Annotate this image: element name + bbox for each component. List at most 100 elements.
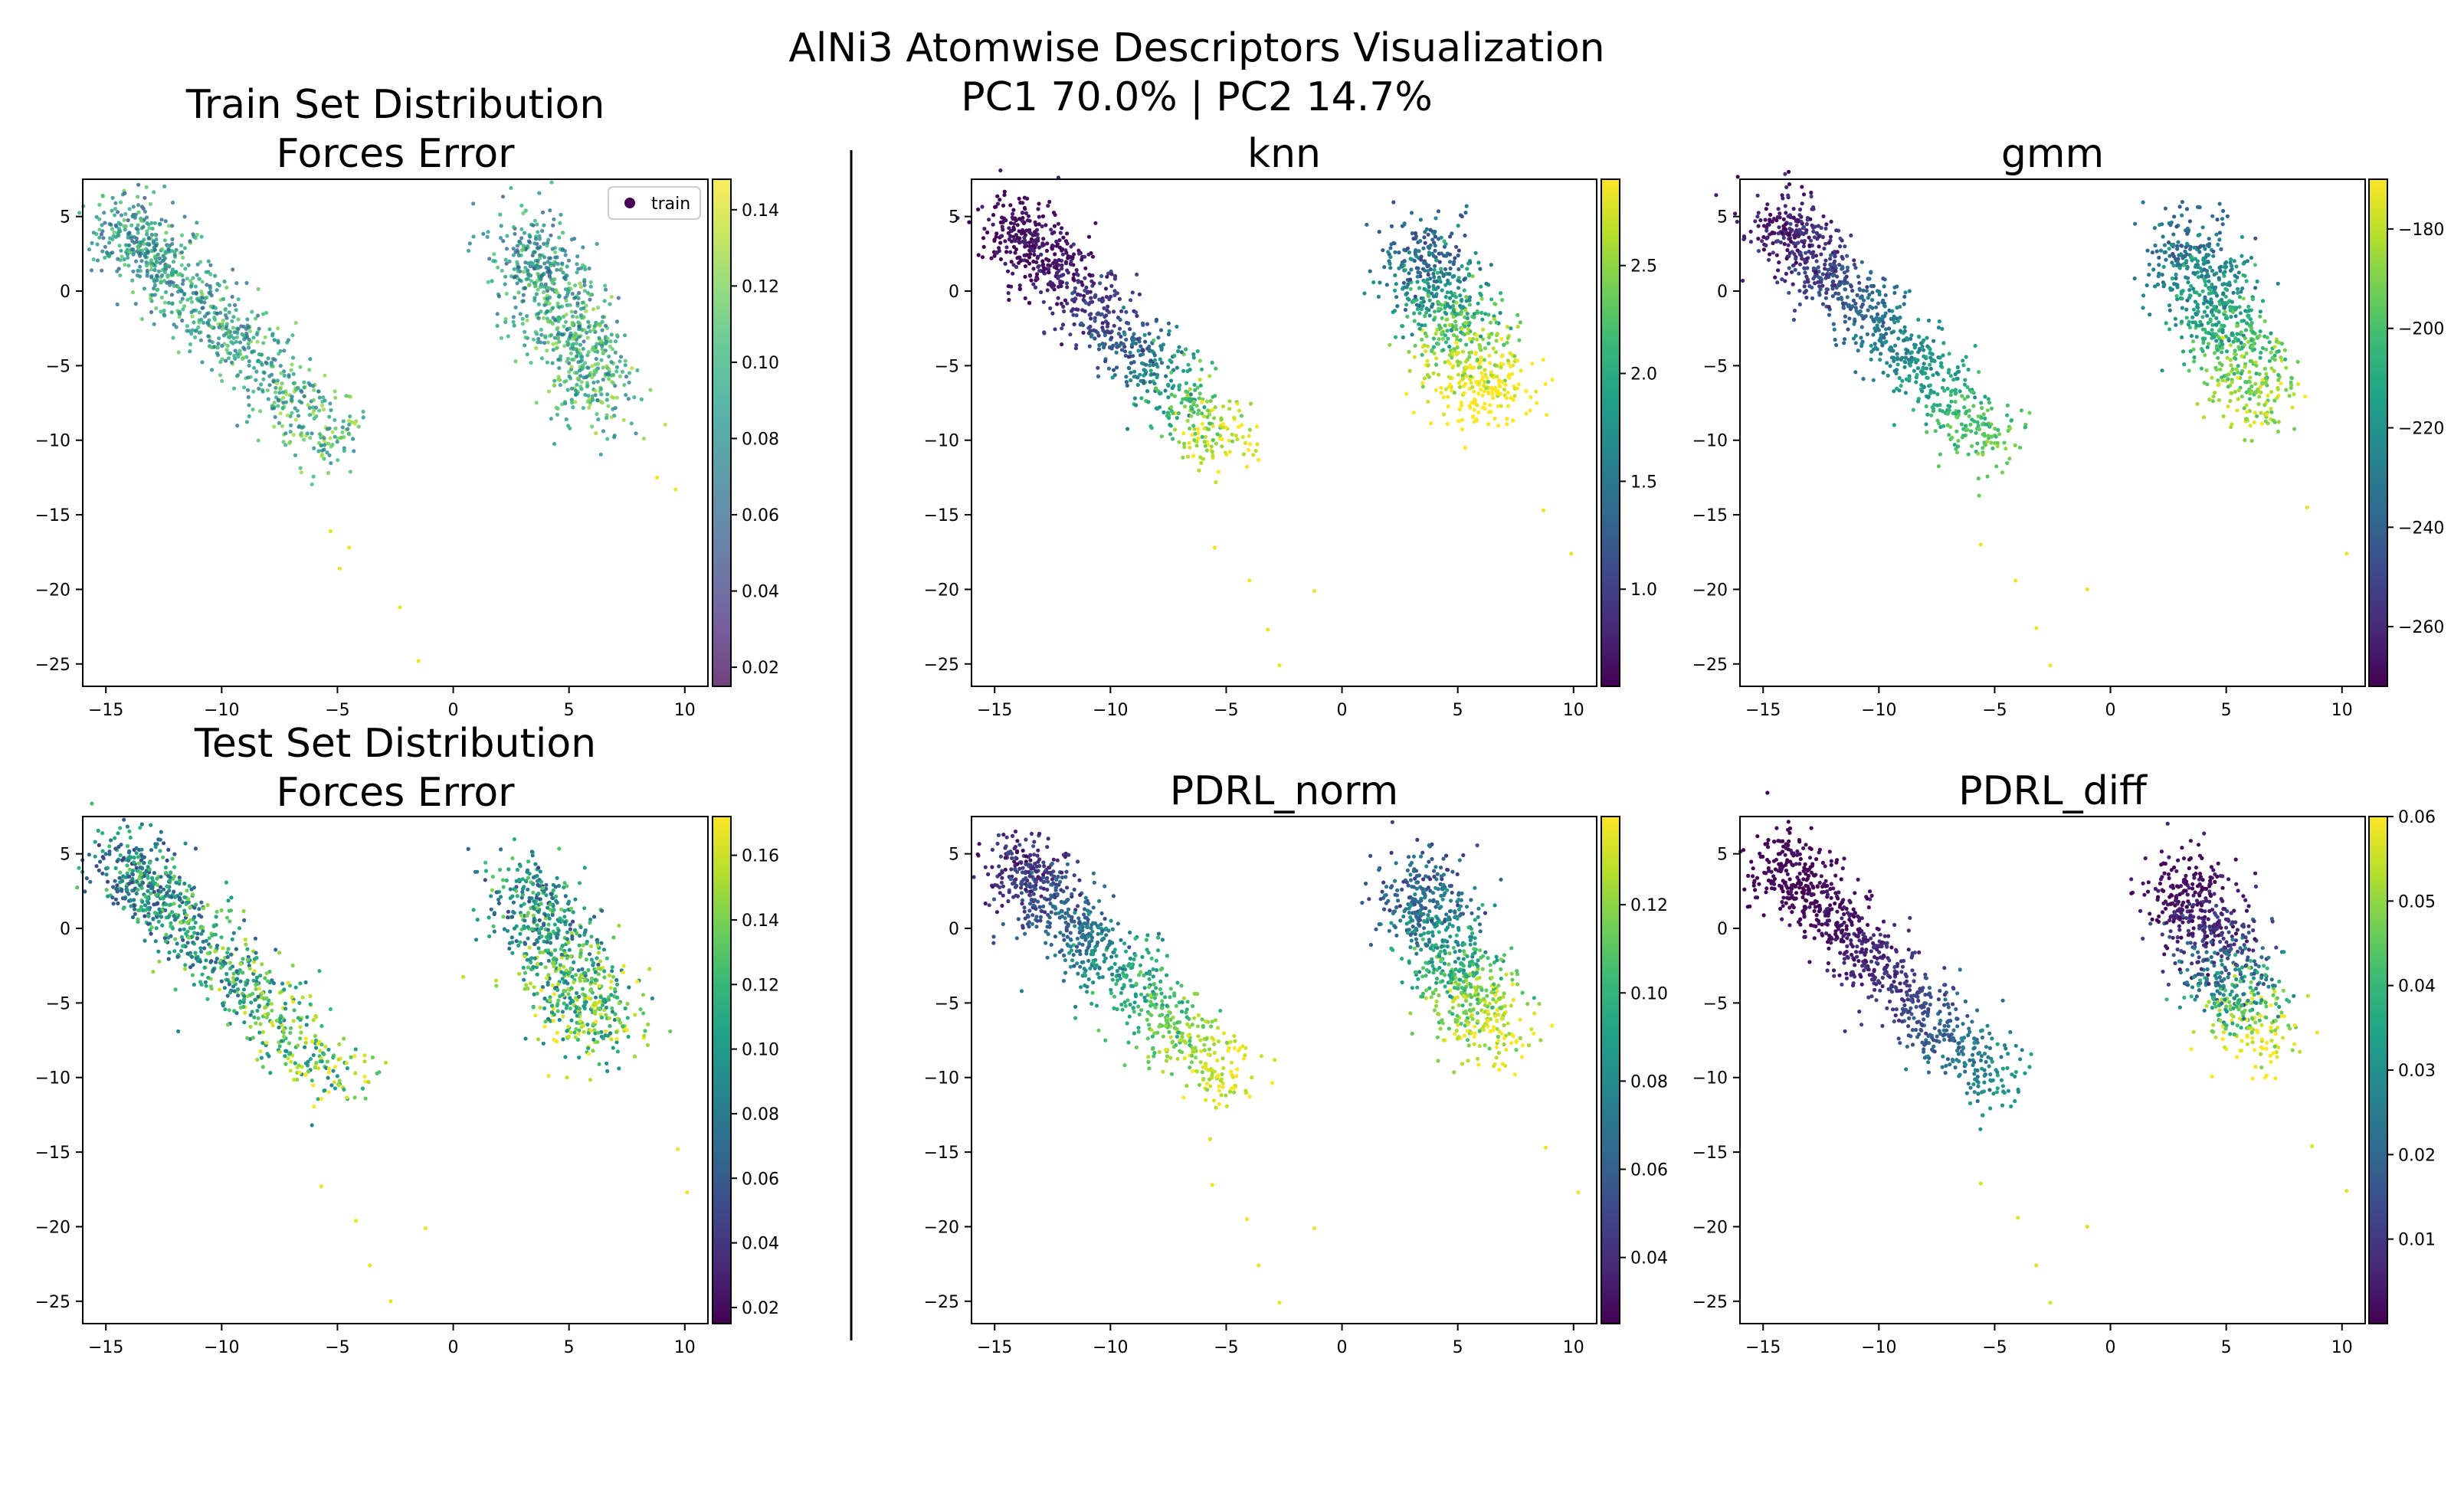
scatter-point bbox=[552, 948, 558, 952]
scatter-point bbox=[588, 944, 594, 948]
scatter-point bbox=[467, 241, 472, 246]
scatter-point bbox=[521, 211, 526, 215]
scatter-point bbox=[1797, 262, 1803, 267]
scatter-point bbox=[139, 259, 144, 263]
scatter-point bbox=[535, 923, 539, 928]
scatter-point bbox=[276, 326, 280, 331]
scatter-point bbox=[1480, 317, 1485, 322]
scatter-point bbox=[326, 1070, 332, 1075]
scatter-point bbox=[516, 269, 520, 273]
scatter-point bbox=[1489, 332, 1494, 336]
scatter-point bbox=[255, 1008, 260, 1013]
scatter-point bbox=[610, 1010, 615, 1014]
scatter-point bbox=[582, 283, 587, 287]
scatter-point bbox=[292, 1008, 297, 1013]
scatter-point bbox=[551, 888, 555, 892]
scatter-point bbox=[127, 829, 132, 833]
scatter-point bbox=[1241, 452, 1246, 457]
scatter-point bbox=[142, 251, 146, 257]
scatter-point bbox=[149, 296, 153, 300]
scatter-point bbox=[1413, 231, 1418, 236]
scatter-point bbox=[1096, 347, 1102, 352]
colorbar-tick-label: 1.0 bbox=[1630, 581, 1657, 600]
scatter-point bbox=[1964, 428, 1968, 433]
scatter-point bbox=[254, 369, 259, 374]
scatter-point bbox=[1440, 330, 1444, 335]
scatter-point bbox=[120, 192, 125, 197]
scatter-point bbox=[512, 323, 516, 328]
scatter-point bbox=[613, 987, 618, 991]
scatter-point bbox=[220, 357, 224, 362]
scatter-point bbox=[256, 286, 260, 291]
scatter-point bbox=[506, 867, 511, 872]
scatter-point bbox=[260, 362, 264, 367]
scatter-point bbox=[116, 210, 120, 214]
scatter-point bbox=[601, 315, 605, 319]
scatter-point bbox=[1479, 293, 1483, 297]
scatter-point bbox=[1191, 355, 1196, 360]
scatter-point bbox=[629, 421, 634, 426]
scatter-point bbox=[205, 295, 209, 299]
scatter-point bbox=[1190, 407, 1194, 411]
scatter-point bbox=[1102, 306, 1106, 310]
scatter-point bbox=[178, 272, 182, 277]
scatter-point bbox=[533, 1013, 538, 1018]
scatter-point bbox=[608, 1023, 612, 1029]
scatter-point bbox=[347, 432, 352, 437]
scatter-point bbox=[501, 915, 506, 919]
scatter-point bbox=[1037, 214, 1041, 219]
scatter-point bbox=[197, 907, 202, 912]
scatter-point bbox=[610, 964, 614, 970]
scatter-point bbox=[233, 356, 238, 361]
scatter-point bbox=[575, 301, 580, 306]
scatter-point bbox=[586, 1052, 591, 1056]
scatter-point bbox=[328, 1006, 333, 1012]
scatter-point bbox=[523, 286, 527, 290]
scatter-point bbox=[1042, 331, 1047, 335]
scatter-point bbox=[156, 269, 161, 273]
scatter-point bbox=[1005, 269, 1011, 273]
scatter-point bbox=[573, 309, 578, 314]
scatter-point bbox=[1000, 215, 1004, 220]
scatter-point bbox=[1460, 349, 1466, 354]
scatter-point bbox=[1053, 212, 1057, 218]
scatter-point bbox=[150, 293, 155, 297]
scatter-point bbox=[531, 223, 536, 227]
scatter-point bbox=[546, 980, 550, 985]
scatter-point bbox=[1172, 394, 1177, 398]
scatter-point bbox=[109, 222, 113, 227]
scatter-point bbox=[154, 926, 159, 931]
scatter-point bbox=[1093, 319, 1097, 323]
scatter-point bbox=[588, 920, 592, 925]
scatter-point bbox=[241, 970, 245, 975]
scatter-point bbox=[200, 925, 205, 930]
scatter-point bbox=[526, 887, 530, 892]
scatter-point bbox=[606, 372, 611, 376]
scatter-point bbox=[149, 249, 154, 254]
scatter-point bbox=[229, 895, 234, 900]
scatter-point bbox=[276, 404, 280, 408]
scatter-point bbox=[286, 338, 291, 342]
scatter-point bbox=[1142, 368, 1146, 372]
scatter-point bbox=[236, 993, 241, 998]
scatter-point bbox=[573, 400, 578, 404]
scatter-point bbox=[555, 316, 560, 320]
scatter-point bbox=[1040, 263, 1045, 267]
scatter-point bbox=[228, 351, 232, 355]
scatter-point bbox=[542, 316, 546, 320]
scatter-point bbox=[516, 266, 520, 270]
y-tick-label: 0 bbox=[949, 283, 959, 302]
scatter-point bbox=[1147, 332, 1152, 336]
scatter-point bbox=[1181, 368, 1186, 373]
scatter-point bbox=[313, 405, 318, 410]
scatter-point bbox=[1188, 387, 1192, 391]
scatter-point bbox=[1460, 427, 1464, 432]
scatter-point bbox=[523, 343, 527, 348]
scatter-point bbox=[582, 1004, 586, 1009]
scatter-point bbox=[100, 249, 105, 254]
scatter-point bbox=[998, 168, 1003, 173]
scatter-point bbox=[536, 340, 540, 345]
colorbar-tick-label: 0.08 bbox=[742, 1105, 779, 1124]
scatter-point bbox=[260, 1041, 265, 1046]
scatter-point bbox=[161, 254, 165, 258]
